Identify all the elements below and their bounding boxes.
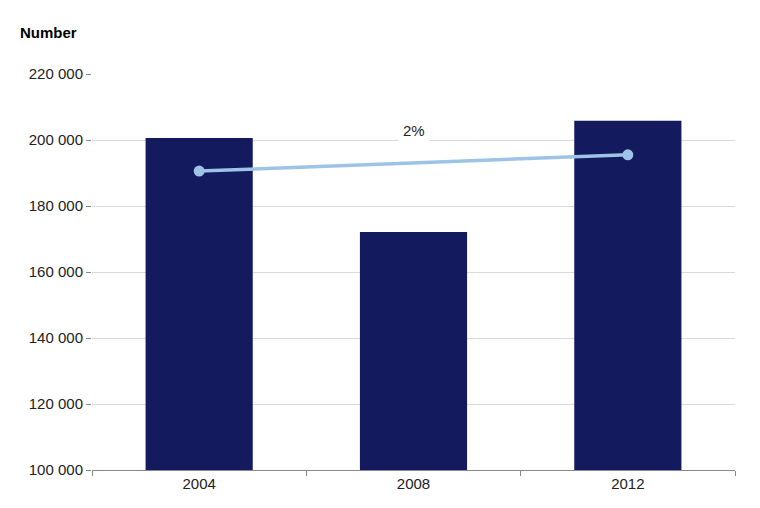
svg-text:2%: 2%: [403, 122, 425, 139]
svg-text:200 000: 200 000: [29, 131, 83, 148]
svg-text:220 000: 220 000: [29, 65, 83, 82]
svg-text:100 000: 100 000: [29, 461, 83, 478]
svg-text:120 000: 120 000: [29, 395, 83, 412]
svg-text:160 000: 160 000: [29, 263, 83, 280]
svg-text:2004: 2004: [182, 475, 215, 492]
svg-text:2012: 2012: [611, 475, 644, 492]
svg-text:2008: 2008: [397, 475, 430, 492]
svg-text:140 000: 140 000: [29, 329, 83, 346]
svg-text:Number: Number: [20, 24, 77, 41]
svg-text:180 000: 180 000: [29, 197, 83, 214]
